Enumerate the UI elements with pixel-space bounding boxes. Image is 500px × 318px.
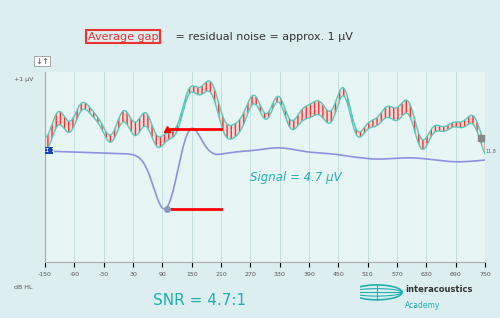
FancyBboxPatch shape xyxy=(44,147,54,154)
Text: SNR = 4.7:1: SNR = 4.7:1 xyxy=(154,293,246,308)
Text: +1 μV: +1 μV xyxy=(14,77,34,82)
Text: Academy: Academy xyxy=(405,301,440,310)
Text: 11.8: 11.8 xyxy=(486,149,497,154)
Text: II I: II I xyxy=(42,148,54,153)
Text: interacoustics: interacoustics xyxy=(405,285,472,294)
Text: Signal = 4.7 μV: Signal = 4.7 μV xyxy=(250,171,342,184)
Text: ↓↑: ↓↑ xyxy=(35,57,49,66)
Text: dB HL: dB HL xyxy=(14,285,32,290)
Text: = residual noise = approx. 1 μV: = residual noise = approx. 1 μV xyxy=(172,31,354,42)
Text: Average gap: Average gap xyxy=(88,31,158,42)
